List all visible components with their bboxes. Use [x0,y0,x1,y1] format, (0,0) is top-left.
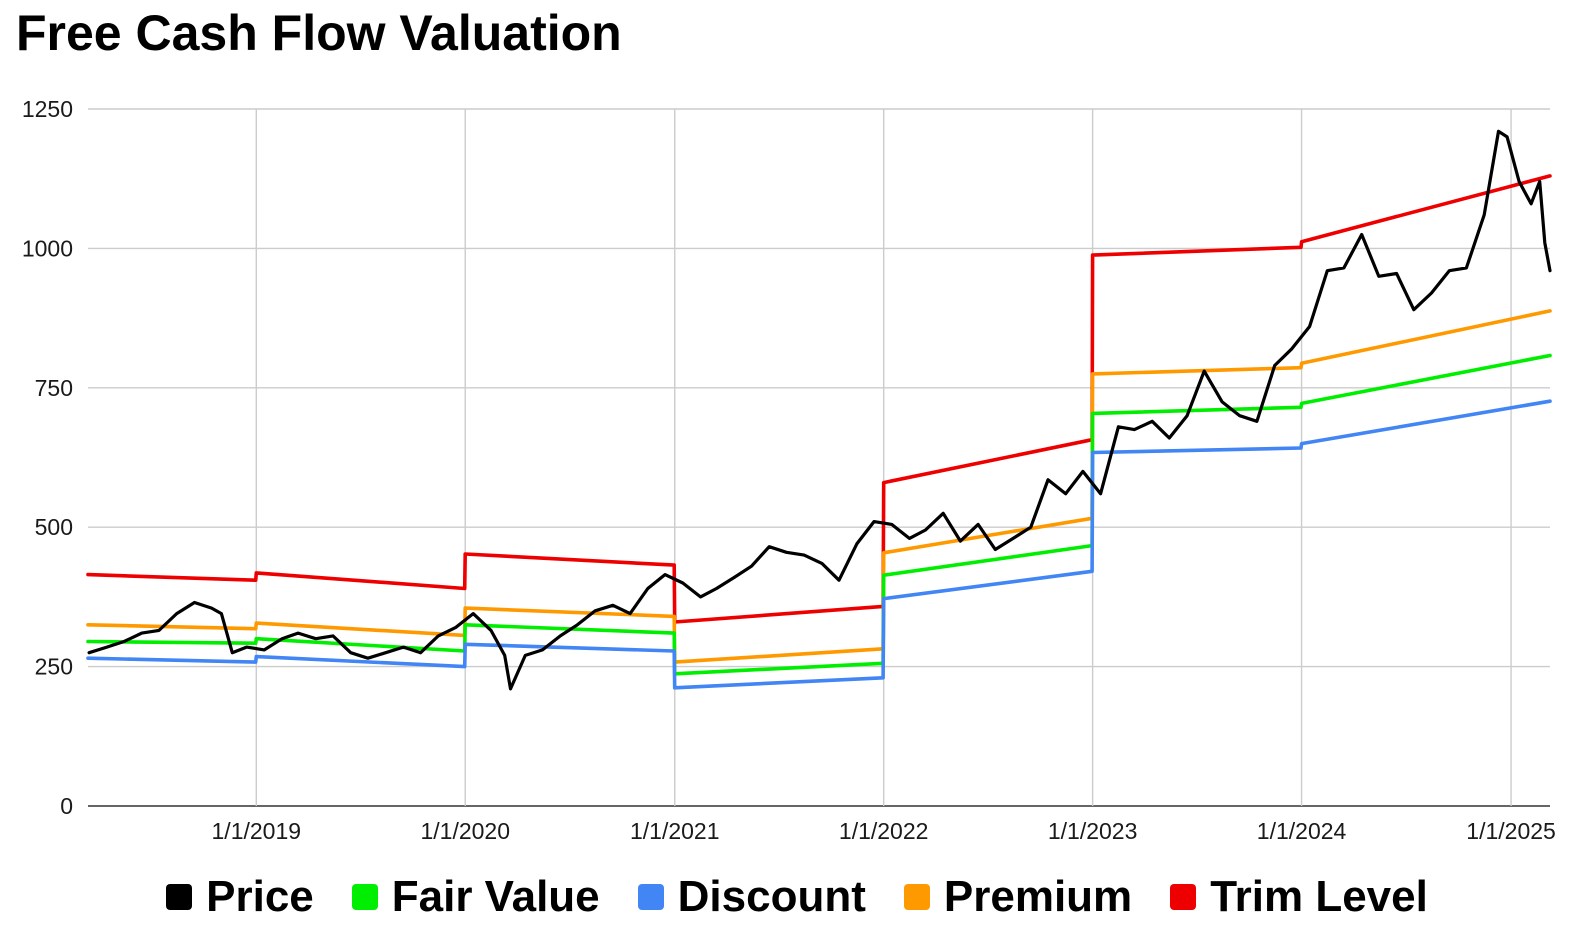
legend-swatch [351,884,378,910]
legend-swatch [903,884,930,910]
series-line-premium [86,309,1552,664]
legend-label: Price [206,872,314,921]
series-line-discount [86,399,1552,690]
chart-title: Free Cash Flow Valuation [16,5,622,61]
x-tick-label: 1/1/2019 [212,818,302,844]
chart-plot: 0 250 500 750 1000 1250 1/1/2019 1/1/2020 1/1/20… [22,96,1556,844]
chart-legend: Price Fair Value Discount Premium Trim Level [0,872,1594,922]
y-tick-label: 1000 [22,235,73,261]
x-tick-label: 1/1/2023 [1048,818,1138,844]
legend-label: Fair Value [391,872,600,921]
legend-label: Trim Level [1210,872,1428,921]
y-tick-label: 500 [35,514,73,540]
legend-swatch [166,884,193,910]
legend-swatch [1170,884,1197,910]
x-tick-label: 1/1/2022 [839,818,929,844]
legend-item-discount: Discount [637,872,866,922]
legend-label: Premium [943,872,1133,921]
legend-item-premium: Premium [903,872,1133,922]
y-tick-label: 250 [35,654,73,680]
legend-label: Discount [677,872,866,921]
x-tick-label: 1/1/2024 [1257,818,1347,844]
legend-item-trim-level: Trim Level [1170,872,1428,922]
series-line-price [87,129,1552,691]
legend-swatch [637,884,664,910]
legend-item-fair-value: Fair Value [351,872,600,922]
legend-item-price: Price [166,872,314,922]
series-line-trim-level [86,174,1552,624]
y-tick-label: 750 [35,375,73,401]
y-tick-label: 0 [60,793,73,819]
x-tick-label: 1/1/2021 [630,818,720,844]
series-line-fair-value [86,353,1552,676]
x-tick-label: 1/1/2020 [420,818,510,844]
y-tick-label: 1250 [22,96,73,122]
x-tick-label: 1/1/2025 [1466,818,1556,844]
